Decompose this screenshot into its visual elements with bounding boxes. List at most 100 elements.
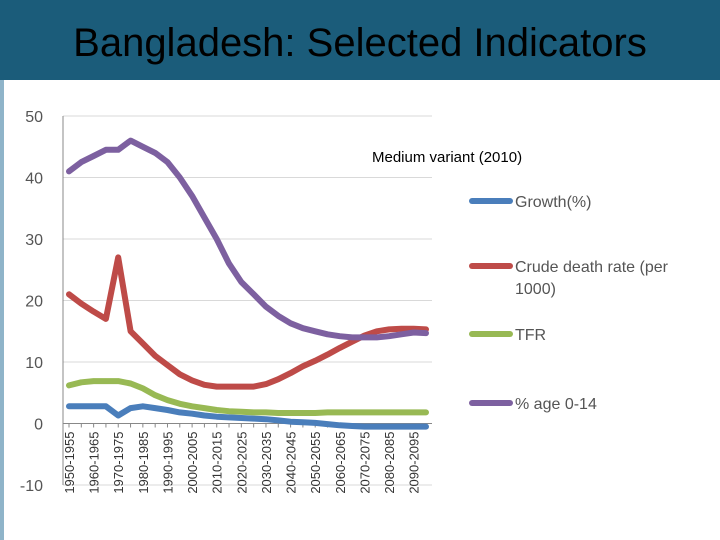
data-point-death [140, 341, 146, 346]
data-point-growth [239, 415, 244, 421]
y-tick-label: 20 [25, 294, 43, 311]
legend-label-death: Crude death rate (per 1000) [515, 259, 669, 298]
y-tick-label: 10 [25, 355, 43, 372]
data-point-growth [189, 411, 195, 416]
data-point-death [251, 384, 256, 389]
data-point-growth [399, 424, 404, 429]
data-point-growth [128, 405, 133, 411]
line-chart: -10 0 10 20 30 40 50 1950-1955 1960-1965 1970-197… [20, 109, 669, 495]
data-point-age [325, 332, 330, 337]
data-point-growth [103, 404, 109, 409]
x-tick-label: 2050-2055 [308, 432, 323, 494]
legend-label-age: % age 0-14 [515, 396, 597, 413]
data-point-age [263, 304, 269, 309]
data-point-age [288, 321, 293, 326]
data-point-death [116, 255, 121, 260]
x-tick-label: 2020-2025 [234, 432, 249, 494]
data-point-tfr [103, 378, 109, 384]
data-point-tfr [140, 386, 146, 391]
data-point-age [411, 330, 416, 335]
data-point-age [116, 147, 121, 153]
data-point-growth [251, 416, 256, 421]
x-tick-label: 1980-1985 [136, 432, 151, 494]
data-point-tfr [128, 381, 133, 386]
data-point-death [79, 301, 84, 306]
data-point-tfr [313, 410, 318, 416]
data-point-tfr [239, 409, 244, 415]
slide-title: Bangladesh: Selected Indicators [73, 21, 647, 65]
x-tick-label: 2000-2005 [185, 432, 200, 494]
data-point-death [226, 384, 232, 389]
data-point-tfr [300, 410, 306, 416]
data-point-age [91, 153, 96, 159]
y-tick-label: -10 [20, 478, 43, 495]
data-point-growth [202, 413, 207, 418]
data-point-death [152, 353, 158, 359]
data-point-death [239, 384, 244, 389]
data-point-age [399, 332, 404, 337]
data-point-age [374, 335, 379, 340]
grid-layer [63, 115, 432, 486]
data-point-death [189, 378, 195, 383]
data-point-growth [423, 424, 429, 429]
data-point-tfr [411, 410, 416, 415]
data-point-death [66, 292, 72, 297]
slide-body [0, 80, 720, 540]
x-tick-label: 2090-2095 [407, 432, 422, 494]
data-point-tfr [374, 410, 379, 415]
data-point-age [349, 335, 355, 340]
data-point-growth [140, 404, 146, 409]
data-point-death [214, 384, 219, 389]
data-point-death [103, 316, 109, 322]
legend-label-line: 1000) [515, 281, 556, 298]
data-point-growth [226, 415, 232, 420]
data-point-death [177, 372, 182, 377]
data-point-death [300, 364, 306, 369]
x-tick-label: 2040-2045 [284, 432, 299, 494]
data-point-age [337, 333, 343, 339]
data-point-tfr [79, 380, 84, 385]
legend-label-growth: Growth(%) [515, 194, 591, 211]
data-point-tfr [214, 407, 219, 413]
data-point-age [202, 215, 207, 220]
data-point-tfr [423, 410, 429, 415]
x-tick-label: 1990-1995 [160, 432, 175, 494]
x-tick-label: 2030-2035 [259, 432, 274, 494]
data-point-tfr [251, 410, 256, 415]
series-line-death [66, 254, 429, 390]
data-point-tfr [337, 410, 343, 415]
x-tick-label: 2010-2015 [210, 432, 225, 494]
data-point-age [214, 236, 219, 242]
data-point-tfr [276, 410, 281, 416]
data-point-growth [300, 420, 306, 425]
data-point-death [91, 309, 96, 314]
data-point-death [202, 382, 207, 387]
y-tick-label: 0 [34, 417, 43, 434]
data-point-tfr [349, 410, 355, 415]
data-point-death [288, 370, 293, 376]
legend-label-line: Crude death rate (per [515, 259, 669, 276]
data-point-growth [288, 419, 293, 424]
data-point-tfr [91, 378, 96, 384]
data-point-age [239, 279, 244, 285]
data-point-growth [79, 404, 84, 409]
data-point-age [386, 333, 392, 339]
data-point-growth [177, 410, 182, 415]
data-point-age [177, 175, 182, 180]
data-point-age [128, 138, 133, 143]
data-point-death [165, 362, 170, 368]
data-point-tfr [325, 410, 330, 415]
data-point-tfr [288, 410, 293, 416]
data-point-growth [349, 423, 355, 429]
data-point-growth [91, 404, 96, 409]
series-layer [66, 137, 429, 430]
data-point-growth [337, 423, 343, 428]
data-point-growth [214, 414, 219, 419]
data-point-growth [362, 424, 367, 429]
data-point-death [313, 358, 318, 363]
slide-left-strip [0, 80, 4, 540]
data-point-death [128, 329, 133, 334]
data-point-tfr [263, 410, 269, 415]
data-point-age [226, 261, 232, 266]
data-point-tfr [66, 383, 72, 388]
